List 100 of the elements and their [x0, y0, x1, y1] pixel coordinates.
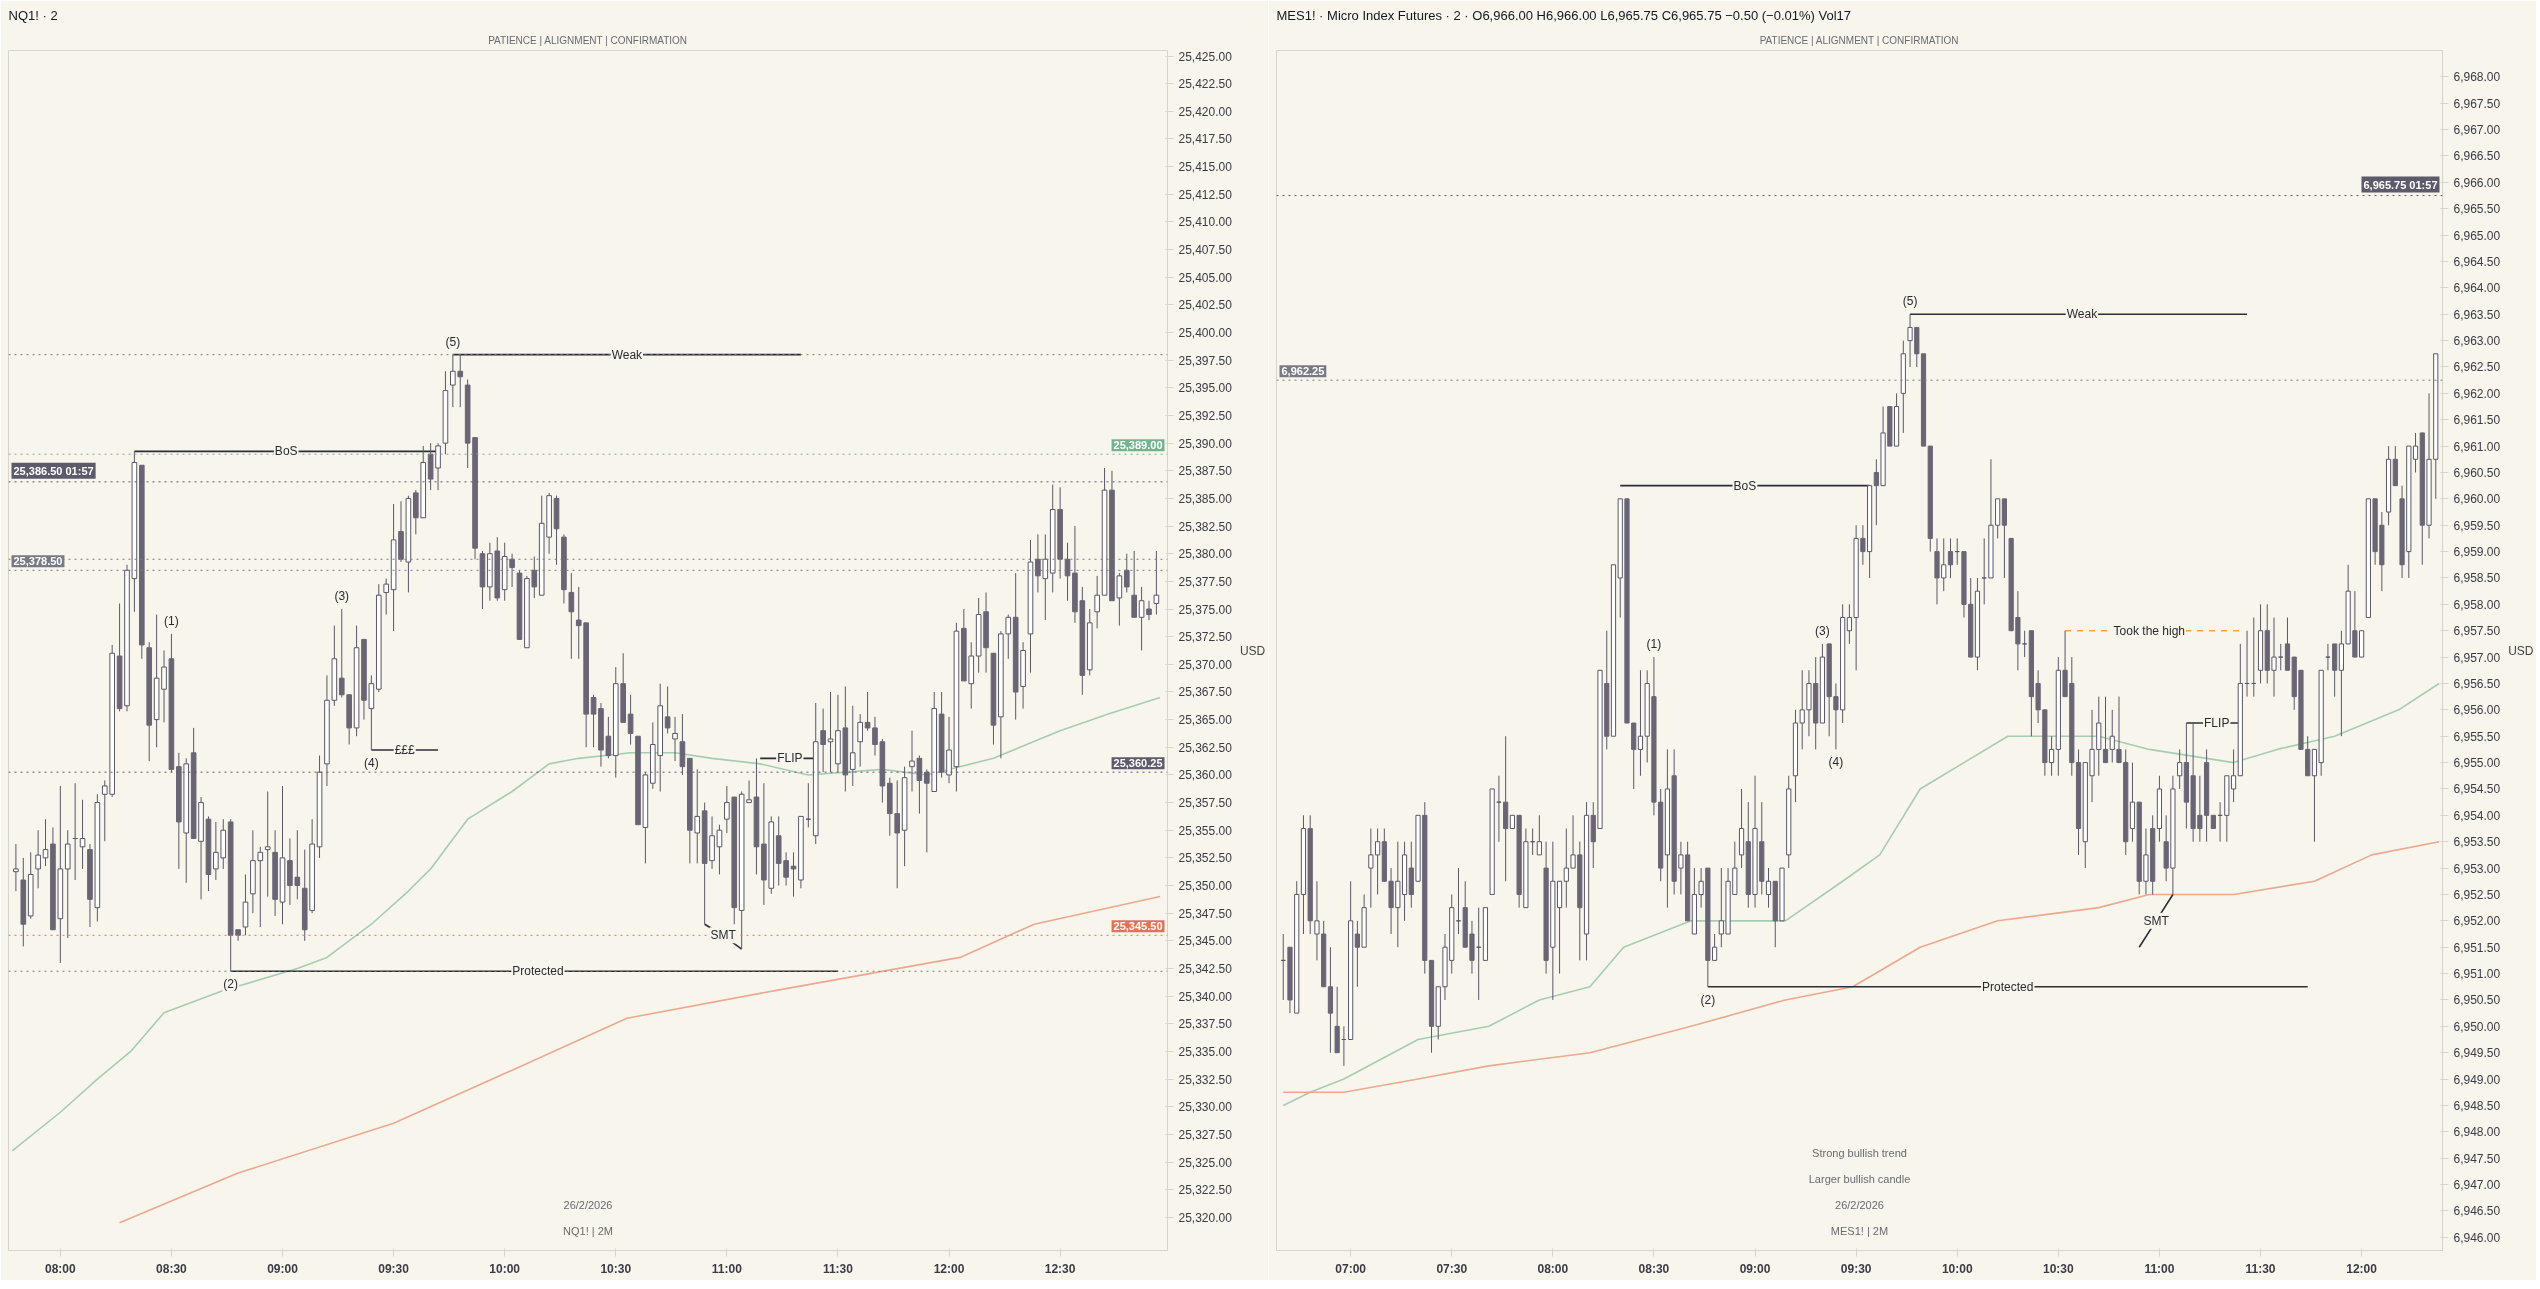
annotation: Weak: [611, 347, 644, 362]
y-tick-label: 6,959.00: [2453, 545, 2501, 560]
y-tick-label: 6,964.00: [2453, 281, 2501, 296]
ref-line-label: 25,345.50: [1113, 920, 1163, 933]
y-tick-label: 6,949.00: [2453, 1072, 2501, 1087]
y-tick-label: 25,332.50: [1178, 1072, 1233, 1087]
y-tick-label: 25,387.50: [1178, 464, 1233, 479]
y-tick-label: 25,347.50: [1178, 906, 1233, 921]
x-tick-label: 10:30: [2042, 1261, 2074, 1276]
y-tick-label: 25,422.50: [1178, 77, 1233, 92]
y-tick-label: 6,963.50: [2453, 307, 2501, 322]
x-tick-label: 09:30: [378, 1261, 410, 1276]
annotation: (1): [164, 613, 179, 628]
x-tick-label: 08:30: [156, 1261, 188, 1276]
y-tick-label: 25,320.00: [1178, 1210, 1233, 1225]
x-tick-label: 07:00: [1335, 1261, 1367, 1276]
y-tick-label: 6,950.50: [2453, 993, 2501, 1008]
y-tick-label: 6,948.00: [2453, 1125, 2501, 1140]
y-tick-label: 6,966.50: [2453, 149, 2501, 164]
y-tick-label: 6,949.50: [2453, 1046, 2501, 1061]
ref-line-label: 25,378.50: [13, 555, 63, 568]
annotation: (5): [445, 334, 461, 349]
x-tick-label: 11:00: [2144, 1261, 2175, 1276]
y-tick-label: 6,952.00: [2453, 914, 2501, 929]
y-tick-label: 6,963.00: [2453, 334, 2501, 349]
y-tick-label: 6,961.00: [2453, 439, 2501, 454]
y-tick-label: 6,956.00: [2453, 703, 2501, 718]
annotation: FLIP: [777, 751, 803, 766]
y-tick-label: 25,365.00: [1178, 713, 1233, 728]
y-tick-label: 25,412.50: [1178, 187, 1233, 202]
y-tick-label: 6,951.00: [2453, 967, 2501, 982]
x-tick-label: 08:30: [1638, 1261, 1670, 1276]
y-tick-label: 25,390.00: [1178, 436, 1233, 451]
y-tick-label: 6,967.50: [2453, 96, 2501, 111]
y-tick-label: 25,380.00: [1178, 547, 1233, 562]
chart-subtitle: PATIENCE | ALIGNMENT | CONFIRMATION: [488, 34, 688, 46]
y-tick-label: 6,946.00: [2453, 1230, 2501, 1245]
annotation: (5): [1902, 294, 1918, 309]
annotation: Protected: [512, 964, 564, 979]
annotation: £££: [394, 743, 416, 758]
y-tick-label: 6,964.50: [2453, 254, 2501, 269]
ref-line-label: 25,389.00: [1113, 439, 1163, 452]
ref-line-label: 6,962.25: [1281, 365, 1325, 378]
y-tick-label: 6,965.50: [2453, 202, 2501, 217]
annotation: 26/2/2026: [563, 1198, 613, 1211]
y-tick-label: 6,948.50: [2453, 1098, 2501, 1113]
y-tick-label: 6,968.00: [2453, 70, 2501, 85]
y-tick-label: 25,352.50: [1178, 851, 1233, 866]
annotation: (3): [1815, 623, 1830, 638]
y-tick-label: 25,397.50: [1178, 353, 1233, 368]
y-tick-label: 25,402.50: [1178, 298, 1233, 313]
x-tick-label: 11:30: [822, 1261, 854, 1276]
annotation: MES1! | 2M: [1830, 1224, 1889, 1237]
y-tick-label: 25,360.00: [1178, 768, 1233, 783]
y-tick-label: 25,345.00: [1178, 934, 1233, 949]
chart-subtitle: PATIENCE | ALIGNMENT | CONFIRMATION: [1759, 34, 1959, 46]
annotation: BoS: [274, 444, 298, 459]
annotation: NQ1! | 2M: [563, 1224, 613, 1237]
annotation: Protected: [1982, 979, 2034, 994]
y-tick-label: 25,425.00: [1178, 49, 1233, 64]
x-tick-label: 10:00: [1941, 1261, 1973, 1276]
x-tick-label: 10:30: [600, 1261, 632, 1276]
annotation: Weak: [2066, 307, 2099, 322]
annotation: (3): [334, 589, 350, 604]
y-tick-label: 6,954.00: [2453, 808, 2501, 823]
y-tick-label: 6,955.50: [2453, 729, 2501, 744]
y-tick-label: 25,367.50: [1178, 685, 1233, 700]
y-tick-label: 25,407.50: [1178, 243, 1233, 258]
y-tick-label: 6,957.00: [2453, 650, 2501, 665]
ref-line-label: 6,965.75 01:57: [2363, 178, 2438, 191]
y-tick-label: 25,355.00: [1178, 823, 1233, 838]
y-tick-label: 6,958.00: [2453, 597, 2501, 612]
y-tick-label: 6,957.50: [2453, 624, 2501, 639]
y-tick-label: 6,951.50: [2453, 940, 2501, 955]
y-tick-label: 25,322.50: [1178, 1183, 1233, 1198]
y-tick-label: 25,350.00: [1178, 879, 1233, 894]
annotation: Took the high: [2113, 623, 2186, 638]
y-tick-label: 6,947.00: [2453, 1178, 2501, 1193]
x-tick-label: 11:00: [711, 1261, 743, 1276]
y-tick-label: 25,370.00: [1178, 657, 1233, 672]
y-tick-label: 6,960.00: [2453, 492, 2501, 507]
y-tick-label: 6,956.50: [2453, 676, 2501, 691]
y-tick-label: 25,357.50: [1178, 796, 1233, 811]
annotation: (2): [1700, 992, 1716, 1007]
y-tick-label: 25,395.00: [1178, 381, 1233, 396]
ref-line-label: 25,386.50 01:57: [13, 464, 94, 477]
y-tick-label: 25,335.00: [1178, 1044, 1233, 1059]
y-tick-label: 25,342.50: [1178, 961, 1233, 976]
chart-title: MES1! · Micro Index Futures · 2 · O6,966.00 H6,966.00 L6,965.75 C6,965.75 −0.50 (−0.01%) Vol17: [1276, 7, 1852, 23]
x-tick-label: 09:00: [1739, 1261, 1771, 1276]
y-tick-label: 6,953.00: [2453, 861, 2501, 876]
y-tick-label: 25,385.00: [1178, 491, 1233, 506]
x-tick-label: 12:00: [933, 1261, 965, 1276]
y-tick-label: 6,947.50: [2453, 1151, 2501, 1166]
y-tick-label: 25,400.00: [1178, 326, 1233, 341]
y-tick-label: 25,337.50: [1178, 1017, 1233, 1032]
x-tick-label: 12:00: [2346, 1261, 2378, 1276]
annotation: (1): [1646, 637, 1662, 652]
y-tick-label: 25,410.00: [1178, 215, 1233, 230]
annotation: Larger bullish candle: [1808, 1172, 1911, 1185]
